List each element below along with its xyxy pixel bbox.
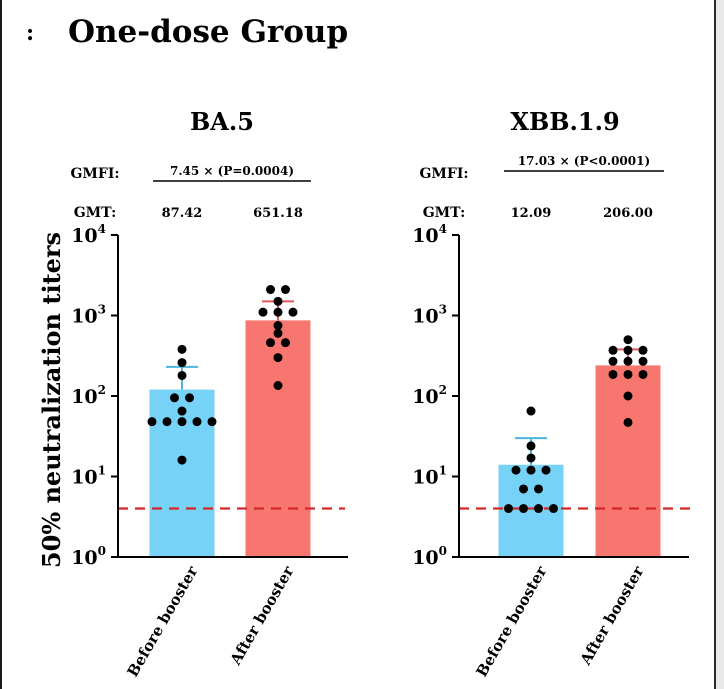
data-point (177, 417, 187, 427)
frame-right-strip (716, 0, 724, 689)
data-point (281, 338, 290, 348)
data-point (511, 465, 521, 475)
data-point (266, 285, 275, 295)
data-point (541, 465, 551, 475)
data-point (273, 328, 283, 338)
x-tick-label: Before booster (124, 562, 202, 680)
data-point (273, 296, 283, 306)
data-point (207, 417, 217, 427)
frame-right-border (714, 0, 716, 689)
frame-left-border (0, 0, 2, 689)
data-point (519, 504, 528, 514)
data-point (177, 358, 187, 368)
data-point (623, 369, 633, 379)
gmfi-value: 7.45 × (P=0.0004) (170, 164, 294, 178)
data-point (623, 391, 633, 401)
chart-panel-2: XBB.1.9 GMFI: 17.03 × (P<0.0001) GMT: 12.09 2… (412, 107, 690, 680)
y-tick-label: 103 (71, 303, 106, 328)
data-point (526, 441, 536, 451)
x-tick-label: Before booster (473, 562, 551, 680)
y-tick-label: 104 (71, 222, 106, 247)
y-tick-label: 102 (412, 383, 447, 408)
data-point (623, 345, 633, 355)
data-point (281, 285, 290, 295)
chart-panel-1: BA.5 GMFI: 7.45 × (P=0.0004) GMT: 87.42 651.1… (70, 107, 348, 680)
data-point (177, 406, 187, 416)
data-point (534, 504, 543, 514)
panel-letter: : (26, 20, 35, 46)
chart-title: XBB.1.9 (510, 107, 619, 136)
data-point (638, 356, 648, 366)
data-point (288, 307, 298, 317)
gmt-value: 206.00 (603, 206, 653, 221)
y-tick-label: 100 (71, 544, 106, 569)
data-point (623, 335, 633, 345)
y-tick-label: 102 (71, 383, 106, 408)
figure-heading: One-dose Group (68, 14, 349, 50)
data-point (258, 307, 268, 317)
y-tick-label: 101 (412, 464, 447, 489)
data-point (526, 453, 536, 463)
data-point (162, 417, 172, 427)
gmt-value: 87.42 (162, 206, 203, 221)
data-point (266, 338, 275, 348)
gmt-label: GMT: (74, 205, 117, 221)
data-point (192, 417, 202, 427)
data-point (177, 455, 187, 465)
data-point (623, 417, 633, 427)
data-point (147, 417, 157, 427)
data-point (273, 381, 283, 391)
y-axis-label: 50% neutralization titers (37, 232, 66, 568)
gmt-value: 12.09 (511, 206, 552, 221)
data-point (638, 345, 648, 355)
x-tick-label: After booster (576, 562, 648, 669)
data-point (273, 307, 283, 317)
data-point (549, 504, 558, 514)
gmt-value: 651.18 (253, 206, 303, 221)
gmt-label: GMT: (423, 205, 466, 221)
y-tick-label: 103 (412, 303, 447, 328)
data-point (608, 345, 618, 355)
data-point (608, 369, 618, 379)
data-point (273, 353, 283, 363)
data-point (273, 321, 283, 331)
gmfi-label: GMFI: (70, 166, 119, 182)
y-tick-label: 104 (412, 222, 447, 247)
data-point (185, 393, 194, 403)
data-point (504, 504, 513, 514)
chart-title: BA.5 (190, 107, 254, 136)
data-point (526, 465, 536, 475)
gmfi-value: 17.03 × (P<0.0001) (518, 154, 650, 168)
data-point (177, 370, 187, 380)
x-tick-label: After booster (226, 562, 298, 669)
gmfi-label: GMFI: (419, 166, 468, 182)
y-tick-label: 101 (71, 464, 106, 489)
data-point (638, 369, 648, 379)
y-tick-label: 100 (412, 544, 447, 569)
data-point (177, 344, 187, 354)
data-point (608, 356, 618, 366)
data-point (623, 356, 633, 366)
data-point (170, 393, 179, 403)
data-point (534, 484, 543, 494)
data-point (526, 406, 536, 416)
data-point (519, 484, 528, 494)
